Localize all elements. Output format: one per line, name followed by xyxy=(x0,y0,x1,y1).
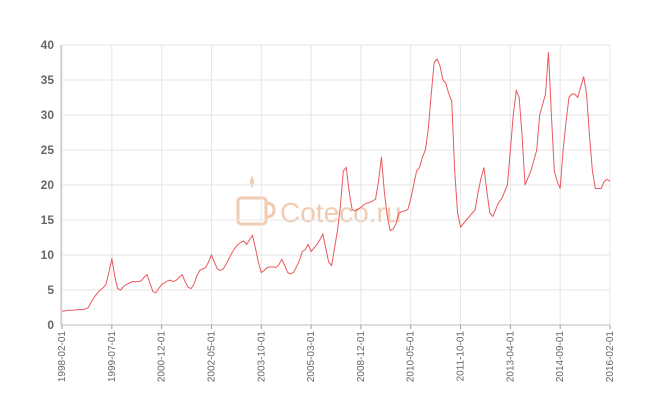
x-tick-label: 2013-04-01 xyxy=(505,331,516,383)
y-tick-label: 5 xyxy=(47,283,54,297)
y-tick-label: 20 xyxy=(41,178,55,192)
y-tick-label: 25 xyxy=(41,143,55,157)
x-tick-label: 2000-12-01 xyxy=(157,331,168,383)
x-tick-label: 2005-03-01 xyxy=(306,331,317,383)
x-tick-label: 2002-05-01 xyxy=(206,331,217,383)
x-tick-label: 2016-02-01 xyxy=(605,331,616,383)
x-tick-label: 1998-02-01 xyxy=(57,331,68,383)
x-tick-label: 1999-07-01 xyxy=(107,331,118,383)
y-tick-label: 15 xyxy=(41,213,55,227)
watermark-icon xyxy=(236,176,276,226)
plot: 0 5 10 15 20 25 30 35 40 1998-02-01 1999-07-01 2000… xyxy=(41,38,616,382)
y-tick-label: 0 xyxy=(47,318,54,332)
x-tick-label: 2014-09-01 xyxy=(555,331,566,383)
line xyxy=(62,51,611,312)
y-tick-label: 35 xyxy=(41,73,55,87)
y-tick-label: 40 xyxy=(41,38,55,52)
x-tick-label: 2010-05-01 xyxy=(406,331,417,383)
x-tick-label: 2011-10-01 xyxy=(456,331,467,382)
x-tick-label: 2008-12-01 xyxy=(356,331,367,383)
y-tick-label: 30 xyxy=(41,108,55,122)
y-tick-label: 10 xyxy=(41,248,55,262)
x-tick-label: 2003-10-01 xyxy=(256,331,267,383)
